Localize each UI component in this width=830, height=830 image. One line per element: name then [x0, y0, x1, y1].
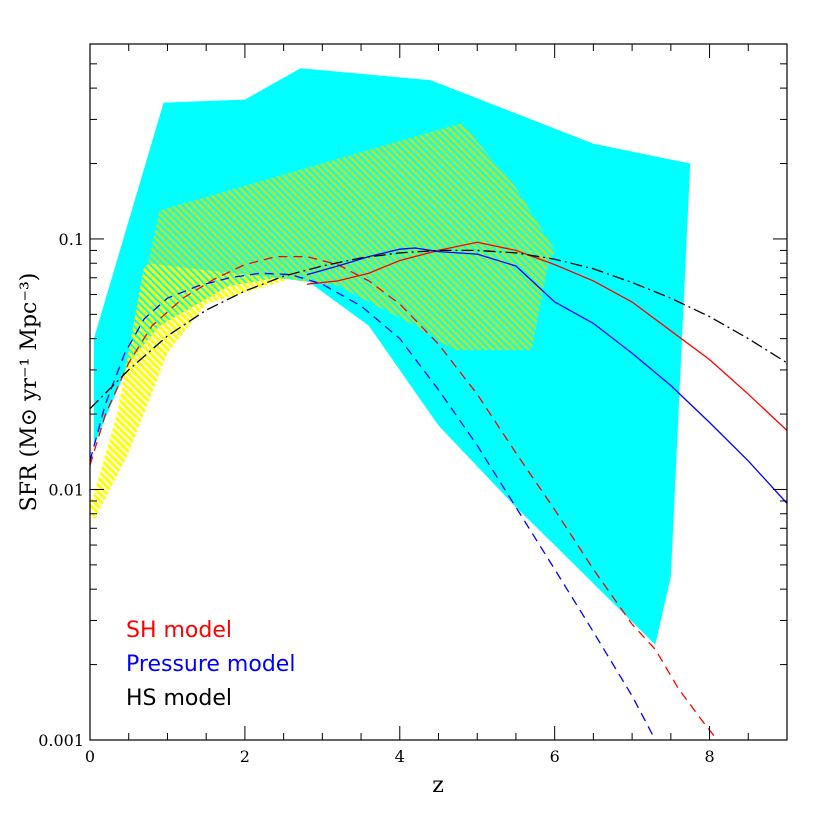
y-tick-label: 0.001 [38, 731, 84, 750]
y-tick-label: 0.1 [59, 230, 84, 249]
legend: SH model Pressure model HS model [126, 618, 295, 711]
x-tick-label: 8 [704, 747, 714, 766]
series-sh-solid [306, 241, 787, 431]
x-tick-label: 6 [550, 747, 560, 766]
model-curves [90, 241, 787, 740]
x-tick-label: 2 [240, 747, 250, 766]
series-pressure-solid [306, 247, 787, 504]
series-pressure-dashed [90, 272, 656, 740]
legend-entry: HS model [126, 686, 232, 711]
band-yellow [90, 244, 323, 521]
observation-bands [90, 68, 691, 645]
legend-entry: SH model [126, 618, 232, 643]
x-axis-label: z [432, 773, 444, 798]
series-sh-dashed [90, 255, 718, 740]
band-green [148, 123, 555, 351]
legend-entry: Pressure model [126, 652, 295, 677]
x-tick-label: 4 [395, 747, 405, 766]
y-axis-label: SFR (M⊙ yr⁻¹ Mpc⁻³) [17, 273, 42, 512]
x-tick-label: 0 [85, 747, 95, 766]
y-tick-label: 0.01 [48, 480, 84, 499]
axis-ticks: 0 2 4 6 8 0.001 0.01 0.1 [38, 44, 788, 766]
